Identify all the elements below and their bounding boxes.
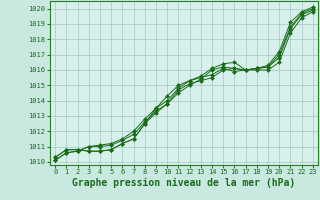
X-axis label: Graphe pression niveau de la mer (hPa): Graphe pression niveau de la mer (hPa) xyxy=(72,178,296,188)
